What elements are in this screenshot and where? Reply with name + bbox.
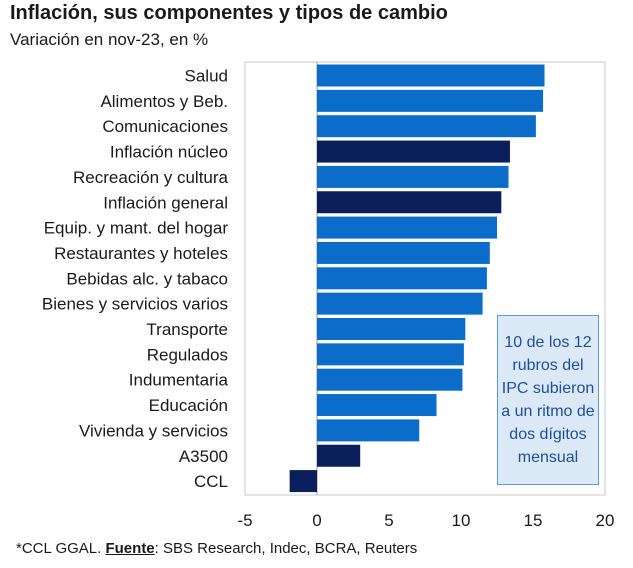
category-label: Salud	[185, 67, 228, 86]
x-tick-label: 15	[524, 511, 543, 530]
bar	[317, 140, 510, 163]
bar	[317, 241, 490, 264]
category-label: Inflación núcleo	[110, 143, 228, 162]
category-label: Vivienda y servicios	[79, 421, 228, 440]
bar	[289, 470, 317, 493]
bar	[317, 394, 437, 417]
annotation-text: 10 de los 12 rubros del IPC subieron a u…	[501, 334, 595, 466]
x-tick-label: -5	[237, 511, 252, 530]
category-label: Regulados	[147, 345, 228, 364]
footer-source-label: Fuente	[105, 540, 155, 557]
bar	[317, 64, 545, 87]
category-label: Bebidas alc. y tabaco	[66, 269, 228, 288]
bar	[317, 444, 361, 467]
plot-border	[244, 61, 606, 496]
x-tick-label: 0	[312, 511, 321, 530]
bar	[317, 216, 497, 239]
bar	[317, 115, 536, 138]
bar-chart: Salud Alimentos y Beb. Comunicaciones Infla…	[42, 61, 614, 530]
category-label: Bienes y servicios varios	[42, 295, 228, 314]
category-label: Comunicaciones	[102, 117, 228, 136]
bar	[317, 267, 487, 290]
chart-subtitle: Variación en nov-23, en %	[10, 30, 209, 49]
footer-source-text: : SBS Research, Indec, BCRA, Reuters	[154, 540, 418, 557]
bar	[317, 89, 544, 112]
category-label: Recreación y cultura	[73, 168, 229, 187]
category-label: Educación	[149, 396, 228, 415]
category-label: Inflación general	[103, 193, 228, 212]
x-tick-label: 10	[452, 511, 471, 530]
annotation-box: 10 de los 12 rubros del IPC subieron a u…	[497, 315, 599, 485]
category-label: Transporte	[146, 320, 228, 339]
footer-source: *CCL GGAL. Fuente: SBS Research, Indec, …	[16, 540, 417, 557]
x-axis-ticks: -5 0 5 10 15 20	[237, 511, 614, 530]
category-label: CCL	[194, 472, 228, 491]
bar	[317, 318, 466, 340]
bar	[317, 419, 420, 442]
bar	[317, 368, 463, 391]
bar	[317, 343, 464, 366]
category-label: Equip. y mant. del hogar	[44, 219, 229, 238]
bar	[317, 165, 509, 188]
bars-group	[289, 64, 545, 493]
category-label: Indumentaria	[129, 371, 229, 390]
category-labels: Salud Alimentos y Beb. Comunicaciones Infla…	[42, 67, 229, 492]
category-label: Alimentos y Beb.	[100, 92, 228, 111]
x-tick-label: 5	[384, 511, 393, 530]
chart-title: Inflación, sus componentes y tipos de ca…	[10, 2, 448, 24]
bar	[317, 292, 483, 315]
category-label: Restaurantes y hoteles	[54, 244, 228, 263]
x-tick-label: 20	[596, 511, 615, 530]
footer-prefix: *CCL GGAL.	[16, 540, 106, 557]
bar	[317, 191, 502, 214]
category-label: A3500	[179, 447, 228, 466]
